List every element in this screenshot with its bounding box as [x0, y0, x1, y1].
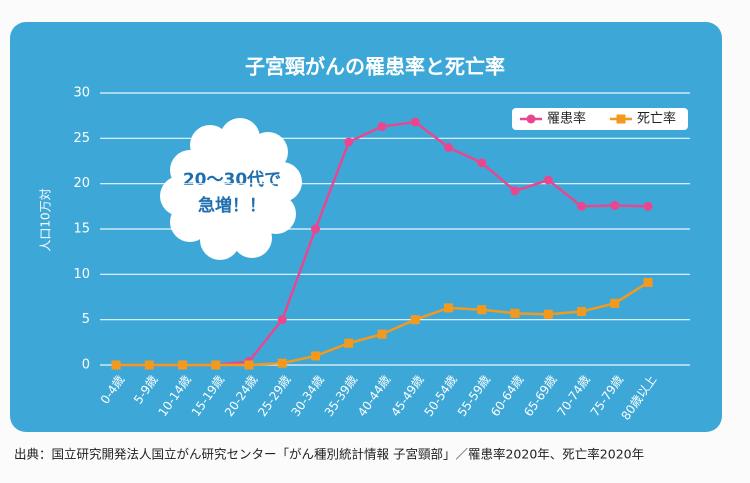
marker: [377, 329, 387, 339]
annotation: 20〜30代で: [183, 169, 281, 190]
marker: [178, 360, 187, 370]
marker: [543, 309, 553, 319]
marker: [344, 338, 354, 348]
marker: [643, 201, 653, 211]
marker: [144, 360, 154, 370]
marker: [410, 315, 420, 325]
legend-label: 罹患率: [547, 111, 586, 127]
marker: [444, 303, 453, 313]
marker: [477, 305, 487, 315]
marker: [344, 137, 354, 147]
y-tick-label: 0: [82, 358, 90, 373]
marker: [377, 122, 387, 132]
marker: [510, 186, 520, 196]
marker: [444, 142, 453, 152]
legend-box: [512, 108, 688, 130]
marker: [277, 358, 287, 368]
y-tick-label: 20: [73, 176, 90, 191]
y-tick-label: 15: [73, 222, 90, 237]
marker: [510, 308, 520, 318]
marker: [311, 351, 320, 361]
marker: [643, 277, 653, 287]
marker: [610, 200, 620, 210]
marker: [543, 175, 553, 185]
legend-marker: [526, 114, 536, 124]
marker: [111, 360, 121, 370]
y-tick-label: 25: [73, 131, 90, 146]
panel: [10, 22, 722, 432]
marker: [477, 158, 487, 168]
y-tick-label: 10: [73, 267, 90, 282]
y-axis-label: 人口10万対: [39, 188, 53, 251]
legend-label: 死亡率: [637, 111, 676, 127]
annotation: 急増！！: [198, 195, 266, 216]
y-tick-label: 5: [82, 312, 90, 327]
marker: [277, 315, 287, 325]
marker: [610, 298, 620, 308]
marker: [410, 117, 420, 127]
marker: [211, 360, 221, 370]
chart-title: 子宮頸がんの罹患率と死亡率: [245, 55, 505, 79]
legend-marker: [616, 114, 626, 124]
marker: [311, 224, 320, 234]
marker: [577, 307, 586, 317]
marker: [577, 201, 586, 211]
marker: [244, 360, 254, 370]
y-tick-label: 30: [73, 86, 90, 101]
source: 出典：国立研究開発法人国立がん研究センター「がん種別統計情報 子宮頸部」／罹患率…: [14, 447, 644, 462]
